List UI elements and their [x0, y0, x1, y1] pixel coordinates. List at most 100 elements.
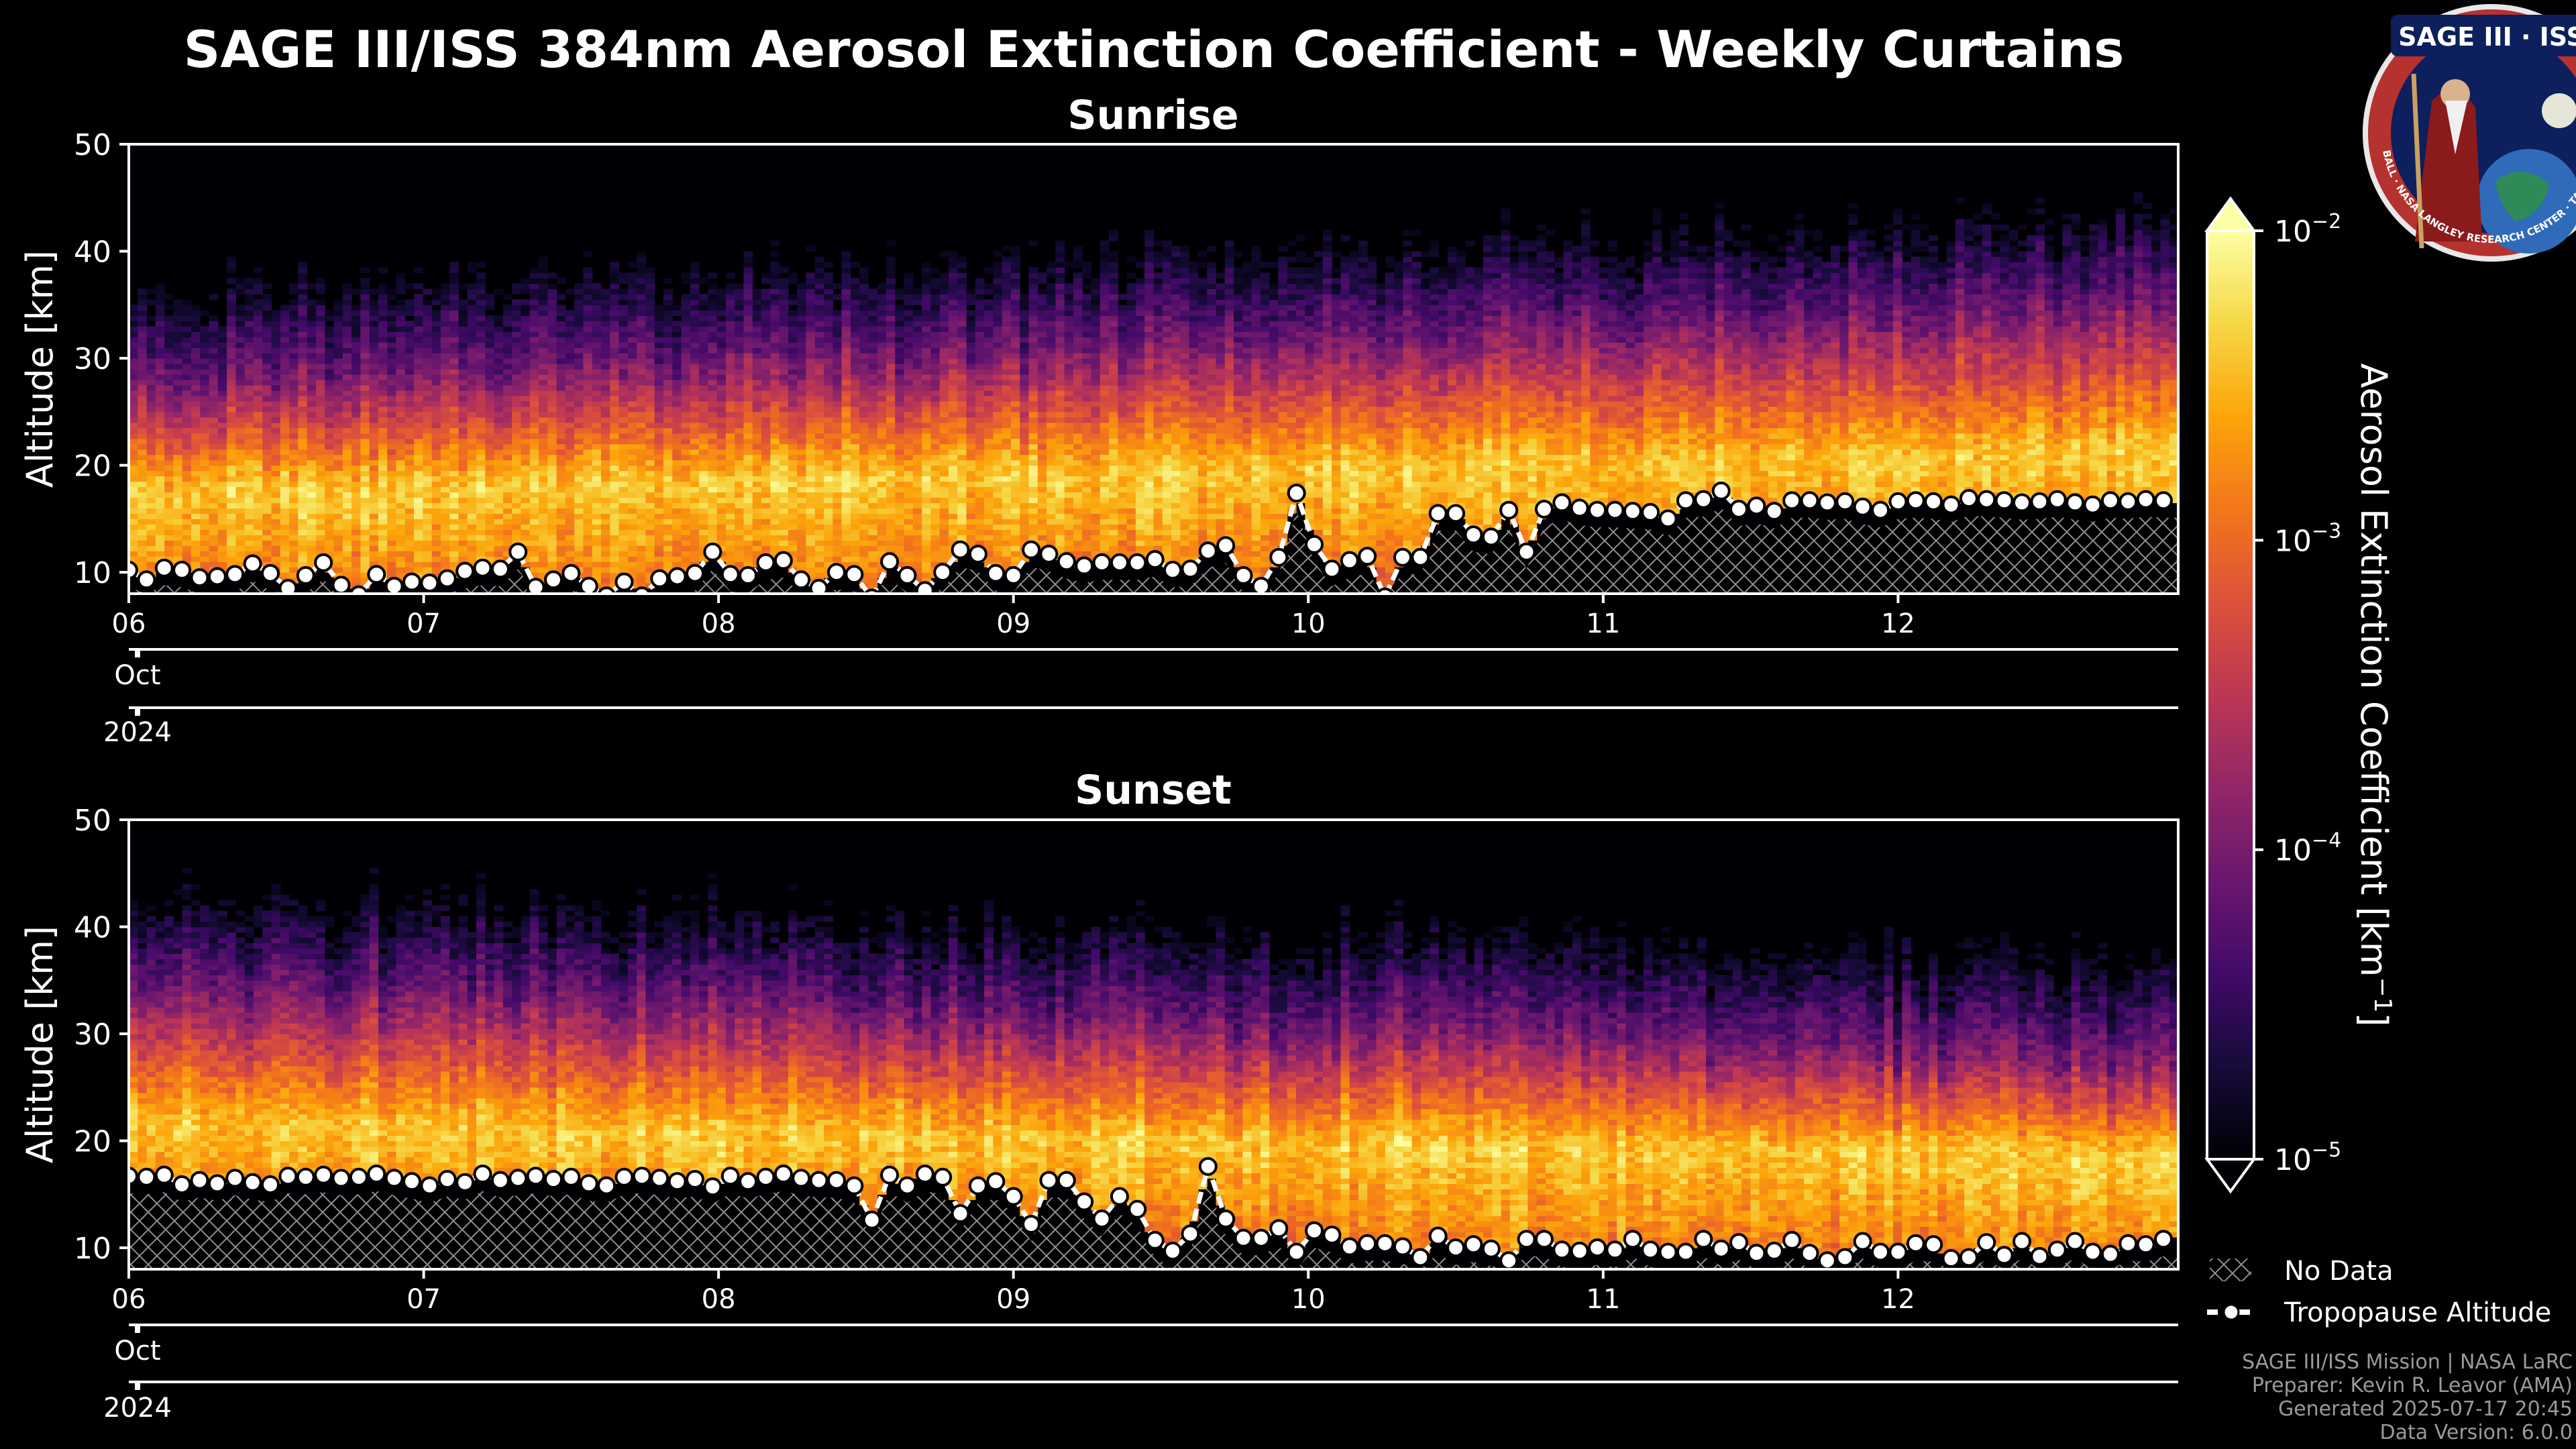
sunrise-heatmap-cell: [930, 294, 941, 300]
sunrise-heatmap-cell: [770, 443, 780, 450]
sunrise-heatmap-cell: [423, 502, 433, 508]
sunrise-heatmap-cell: [841, 256, 851, 263]
sunrise-heatmap-cell: [476, 358, 486, 364]
sunrise-heatmap-cell: [129, 374, 138, 380]
sunrise-heatmap-cell: [253, 347, 263, 354]
sunrise-heatmap-cell: [556, 278, 566, 284]
sunrise-heatmap-cell: [610, 321, 620, 327]
sunrise-heatmap-cell: [850, 353, 860, 359]
sunrise-heatmap-cell: [342, 422, 352, 429]
sunrise-heatmap-cell: [654, 315, 664, 321]
sunrise-heatmap-cell: [690, 272, 700, 279]
sunrise-heatmap-cell: [565, 337, 575, 343]
sunrise-heatmap-cell: [146, 379, 156, 386]
sunrise-heatmap-cell: [173, 337, 183, 343]
sunrise-heatmap-cell: [227, 470, 236, 477]
sunrise-heatmap-cell: [708, 337, 718, 343]
sunrise-heatmap-cell: [619, 395, 629, 402]
sunrise-heatmap-cell: [431, 470, 441, 477]
sunrise-heatmap-cell: [423, 374, 433, 380]
sunrise-heatmap-cell: [289, 305, 299, 311]
sunrise-heatmap-cell: [619, 400, 629, 407]
sunrise-heatmap-cell: [610, 337, 620, 343]
sunrise-heatmap-cell: [690, 315, 700, 321]
sunrise-heatmap-cell: [315, 326, 325, 332]
sunrise-heatmap-cell: [619, 535, 629, 541]
sunrise-heatmap-cell: [494, 288, 504, 294]
sunrise-heatmap-cell: [235, 535, 246, 541]
sunrise-heatmap-cell: [271, 369, 281, 375]
sunrise-heatmap-cell: [387, 288, 397, 294]
sunrise-heatmap-cell: [262, 294, 272, 300]
sunrise-heatmap-cell: [396, 310, 406, 316]
sunrise-heatmap-cell: [610, 460, 620, 466]
sunrise-heatmap-cell: [539, 374, 548, 380]
sunrise-heatmap-cell: [352, 347, 361, 354]
sunrise-heatmap-cell: [833, 486, 843, 493]
sunrise-heatmap-cell: [761, 417, 771, 423]
sunrise-heatmap-cell: [841, 535, 851, 541]
sunrise-heatmap-cell: [146, 406, 156, 413]
sunrise-heatmap-cell: [191, 331, 201, 337]
sunrise-heatmap-cell: [307, 283, 317, 289]
sunrise-heatmap-cell: [743, 443, 753, 450]
sunrise-heatmap-cell: [529, 374, 539, 380]
sunrise-heatmap-cell: [824, 513, 833, 519]
sunrise-heatmap-cell: [806, 400, 816, 407]
sunrise-heatmap-cell: [200, 331, 210, 337]
sunrise-heatmap-cell: [253, 369, 263, 375]
sunrise-heatmap-cell: [895, 347, 905, 354]
sunrise-heatmap-cell: [770, 305, 780, 311]
sunrise-heatmap-cell: [627, 411, 637, 418]
sunrise-heatmap-cell: [244, 519, 254, 525]
sunrise-heatmap-cell: [868, 331, 878, 337]
sunrise-heatmap-cell: [574, 331, 584, 337]
sunrise-heatmap-cell: [164, 508, 174, 514]
sunrise-heatmap-cell: [449, 299, 460, 305]
sunrise-heatmap-cell: [217, 460, 227, 466]
sunrise-heatmap-cell: [431, 390, 441, 396]
sunrise-heatmap-cell: [583, 267, 593, 274]
sunrise-heatmap-cell: [610, 411, 620, 418]
sunrise-heatmap-cell: [423, 358, 433, 364]
sunrise-heatmap-cell: [788, 513, 798, 519]
sunrise-heatmap-cell: [547, 470, 557, 477]
sunrise-heatmap-cell: [405, 454, 415, 461]
sunrise-heatmap-cell: [859, 337, 869, 343]
sunrise-heatmap-cell: [556, 513, 566, 519]
sunrise-heatmap-cell: [378, 460, 388, 466]
sunrise-heatmap-cell: [735, 406, 745, 413]
sunrise-heatmap-cell: [138, 433, 148, 439]
sunrise-heatmap-cell: [378, 497, 388, 504]
sunrise-heatmap-cell: [610, 299, 620, 305]
sunrise-heatmap-cell: [797, 358, 807, 364]
sunrise-heatmap-cell: [930, 364, 941, 370]
sunrise-heatmap-cell: [155, 492, 165, 498]
sunrise-heatmap-cell: [539, 460, 548, 466]
sunrise-heatmap-cell: [868, 454, 878, 461]
sunrise-heatmap-cell: [289, 299, 299, 305]
sunrise-heatmap-cell: [859, 551, 869, 557]
sunrise-heatmap-cell: [841, 465, 851, 472]
sunrise-heatmap-cell: [859, 411, 869, 418]
sunrise-heatmap-cell: [841, 551, 851, 557]
sunrise-heatmap-cell: [369, 347, 379, 354]
sunrise-heatmap-cell: [779, 379, 789, 386]
sunrise-heatmap-cell: [663, 288, 673, 294]
sunrise-heatmap-cell: [333, 305, 343, 311]
sunrise-heatmap-cell: [280, 486, 290, 493]
sunrise-heatmap-cell: [458, 524, 468, 530]
sunrise-heatmap-cell: [770, 315, 780, 321]
sunrise-heatmap-cell: [244, 321, 254, 327]
sunrise-heatmap-cell: [814, 438, 824, 445]
sunrise-heatmap-cell: [743, 331, 753, 337]
sunrise-heatmap-cell: [788, 556, 798, 562]
sunrise-heatmap-cell: [725, 561, 735, 568]
sunrise-heatmap-cell: [378, 422, 388, 429]
sunrise-heatmap-cell: [449, 283, 460, 289]
sunrise-heatmap-cell: [449, 551, 460, 557]
sunrise-heatmap-cell: [645, 481, 655, 488]
sunrise-heatmap-cell: [217, 347, 227, 354]
sunrise-heatmap-cell: [912, 379, 922, 386]
sunrise-heatmap-cell: [556, 395, 566, 402]
